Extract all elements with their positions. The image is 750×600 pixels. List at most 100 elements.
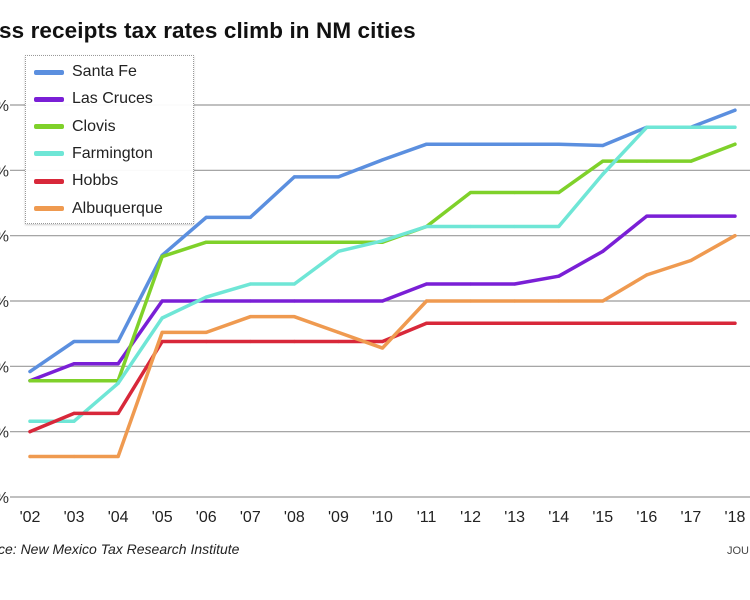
data-point [292,282,296,286]
data-point [336,299,341,303]
data-point [72,362,76,366]
data-point [248,315,252,319]
legend-item: Las Cruces [34,87,153,111]
data-point [689,159,693,163]
legend-label: Clovis [72,117,116,135]
data-point [292,175,296,179]
data-point [733,142,737,146]
data-point [513,224,517,229]
y-tick-label: % [0,229,9,246]
data-point [424,321,429,325]
data-point [248,215,252,219]
data-point [160,299,164,303]
data-point [424,224,429,229]
series-line-albuquerque [28,233,737,459]
data-point [733,234,737,238]
y-tick-label: % [0,425,9,442]
data-point [116,362,120,366]
data-point [601,249,605,253]
legend-item: Clovis [34,115,116,139]
data-point [645,159,649,163]
data-point [689,214,693,218]
x-tick-label: '18 [725,509,746,526]
data-point [116,411,120,415]
data-point [424,299,429,303]
data-point [28,419,32,423]
data-point [160,254,164,259]
data-point [689,125,693,129]
data-point [380,239,385,243]
legend-label: Hobbs [72,172,119,190]
data-point [292,339,296,344]
x-tick-label: '07 [240,509,261,526]
data-point [557,224,561,229]
data-point [557,274,561,278]
data-point [380,158,385,162]
data-point [424,282,429,286]
x-tick-label: '06 [196,509,217,526]
legend-item: Albuquerque [34,197,163,221]
data-point [336,175,341,179]
data-point [557,142,561,146]
data-point [557,321,561,325]
data-point [336,240,341,244]
data-point [292,315,296,319]
legend-label: Farmington [72,144,153,162]
data-point [380,339,385,344]
data-point [469,142,473,146]
legend-item: Hobbs [34,169,118,193]
data-point [292,299,296,303]
x-tick-label: '13 [504,509,525,526]
x-tick-label: '08 [284,509,305,526]
x-tick-label: '09 [328,509,349,526]
data-point [513,142,517,146]
data-point [336,330,341,334]
data-point [116,454,120,459]
legend-label: Santa Fe [72,63,137,80]
y-tick-label: % [0,359,9,376]
legend-swatch [34,69,64,75]
data-point [204,295,208,299]
data-point [733,108,737,112]
data-point [733,214,737,218]
data-point [733,321,737,325]
data-point [689,321,693,325]
data-point [204,330,208,334]
data-point [733,125,737,129]
data-point [72,379,76,383]
data-point [689,258,693,263]
y-tick-label: % [0,98,9,115]
credit-label: JOU [727,545,749,557]
data-point [248,299,252,303]
x-tick-label: '04 [108,509,129,526]
data-point [160,316,164,320]
data-point [601,172,605,176]
source-note: ce: New Mexico Tax Research Institute [0,541,240,557]
x-tick-label: '03 [64,509,85,526]
legend-item: Santa Fe [34,60,137,84]
x-tick-label: '16 [636,509,657,526]
y-tick-label: % [0,163,9,180]
data-point [557,299,561,303]
data-point [28,369,32,374]
data-point [557,190,561,195]
legend-label: Las Cruces [72,90,153,108]
data-point [72,339,76,344]
data-point [601,143,605,148]
legend-swatch [34,124,64,130]
legend-swatch [34,178,64,184]
data-point [601,299,605,303]
legend-swatch [34,151,64,157]
data-point [469,224,473,229]
data-point [28,454,32,459]
data-point [28,379,32,383]
data-point [469,321,473,325]
y-tick-label: % [0,294,9,311]
data-point [469,299,473,303]
x-tick-label: '11 [417,509,437,526]
x-tick-label: '14 [548,509,569,526]
data-point [645,125,649,129]
x-tick-label: '17 [680,509,701,526]
data-point [645,321,649,325]
data-point [248,339,252,344]
